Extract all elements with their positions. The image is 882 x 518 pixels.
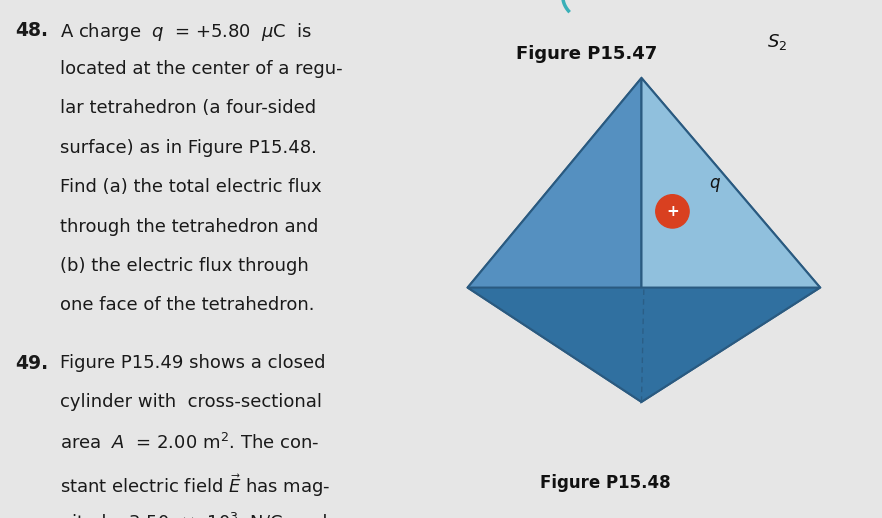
- Text: through the tetrahedron and: through the tetrahedron and: [60, 218, 318, 236]
- Text: one face of the tetrahedron.: one face of the tetrahedron.: [60, 296, 314, 314]
- Text: area  $A$  = 2.00 m$^2$. The con-: area $A$ = 2.00 m$^2$. The con-: [60, 433, 318, 453]
- Text: Figure P15.48: Figure P15.48: [541, 474, 671, 493]
- Text: located at the center of a regu-: located at the center of a regu-: [60, 60, 342, 78]
- Polygon shape: [641, 78, 820, 402]
- Text: 48.: 48.: [16, 21, 49, 40]
- Polygon shape: [467, 78, 820, 287]
- Text: A charge  $q$  = +5.80  $\mu$C  is: A charge $q$ = +5.80 $\mu$C is: [60, 21, 312, 42]
- Text: 49.: 49.: [16, 354, 49, 373]
- Text: (b) the electric flux through: (b) the electric flux through: [60, 257, 309, 275]
- Polygon shape: [467, 78, 641, 402]
- Text: lar tetrahedron (a four-sided: lar tetrahedron (a four-sided: [60, 99, 316, 118]
- Text: +: +: [666, 204, 679, 219]
- Text: $S_2$: $S_2$: [767, 32, 788, 52]
- Text: $q$: $q$: [709, 176, 721, 194]
- Circle shape: [656, 195, 689, 228]
- Text: cylinder with  cross-sectional: cylinder with cross-sectional: [60, 393, 322, 411]
- Text: stant electric field $\vec{E}$ has mag-: stant electric field $\vec{E}$ has mag-: [60, 472, 330, 499]
- Text: nitude  3.50  $\times$  10$^3$  N/C  and: nitude 3.50 $\times$ 10$^3$ N/C and: [60, 511, 327, 518]
- Text: Figure P15.47: Figure P15.47: [516, 45, 657, 63]
- Text: Find (a) the total electric flux: Find (a) the total electric flux: [60, 178, 321, 196]
- Polygon shape: [467, 287, 820, 402]
- Text: Figure P15.49 shows a closed: Figure P15.49 shows a closed: [60, 354, 325, 372]
- Text: surface) as in Figure P15.48.: surface) as in Figure P15.48.: [60, 139, 317, 157]
